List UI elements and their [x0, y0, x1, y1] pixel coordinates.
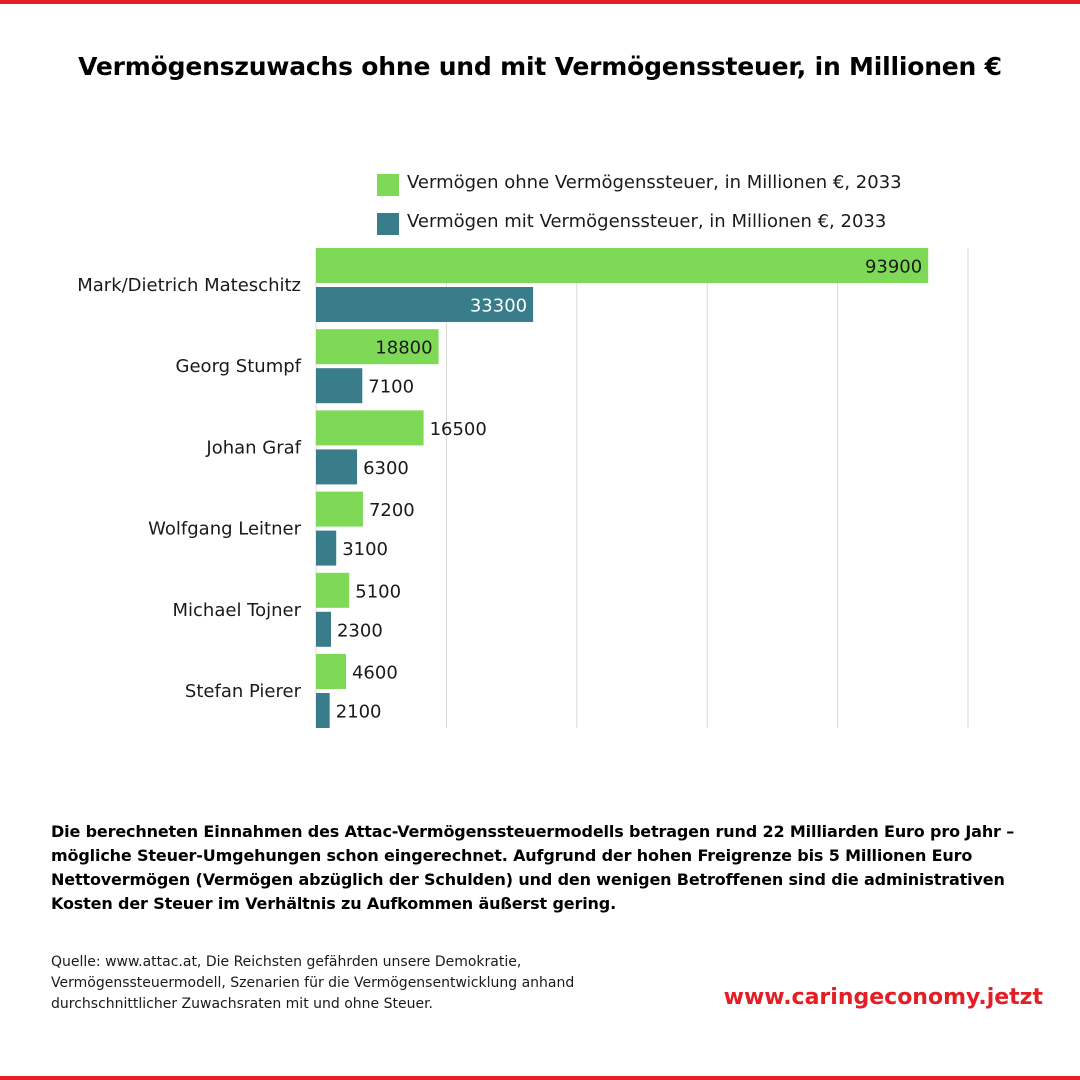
top-red-border: [0, 0, 1080, 4]
data-label: 6300: [363, 458, 409, 479]
legend-swatch-ohne: [377, 174, 399, 196]
data-label: 3100: [342, 539, 388, 560]
chart-title: Vermögenszuwachs ohne und mit Vermögenss…: [78, 52, 1002, 81]
summary-text: Die berechneten Einnahmen des Attac-Verm…: [51, 822, 1015, 913]
data-label: 2300: [337, 620, 383, 641]
legend-swatch-mit: [377, 213, 399, 235]
bar-mit: [316, 693, 330, 728]
data-label: 4600: [352, 663, 398, 684]
bar-ohne: [316, 654, 346, 689]
category-label: Michael Tojner: [173, 600, 302, 621]
data-label: 18800: [375, 338, 432, 359]
source-text: Quelle: www.attac.at, Die Reichsten gefä…: [51, 954, 575, 1012]
bar-mit: [316, 368, 363, 404]
data-label: 93900: [865, 257, 922, 278]
data-label: 2100: [336, 702, 382, 723]
website-link[interactable]: www.caringeconomy.jetzt: [723, 985, 1043, 1010]
category-label: Mark/Dietrich Mateschitz: [77, 275, 301, 296]
data-label: 5100: [355, 581, 401, 602]
data-label: 33300: [470, 296, 527, 317]
bar-mit: [316, 449, 358, 485]
bar-chart: Mark/Dietrich Mateschitz 93900 33300 Georg …: [77, 248, 969, 728]
bar-ohne: [316, 329, 439, 365]
data-label: 16500: [430, 419, 487, 440]
category-label: Stefan Pierer: [185, 681, 302, 702]
bar-ohne: [316, 410, 424, 446]
category-label: Georg Stumpf: [176, 356, 302, 377]
legend-label-mit: Vermögen mit Vermögenssteuer, in Million…: [407, 211, 887, 232]
category-label: Wolfgang Leitner: [148, 519, 301, 540]
bottom-red-border: [0, 1076, 1080, 1080]
bar-mit: [316, 287, 534, 322]
legend-label-ohne: Vermögen ohne Vermögenssteuer, in Millio…: [407, 172, 902, 193]
bar-ohne: [316, 572, 350, 608]
bar-mit: [316, 530, 337, 566]
category-label: Johan Graf: [205, 437, 301, 458]
data-label: 7100: [368, 377, 414, 398]
bar-ohne: [316, 491, 363, 527]
data-label: 7200: [369, 500, 415, 521]
bar-mit: [316, 611, 331, 647]
bar-ohne: [316, 248, 929, 283]
